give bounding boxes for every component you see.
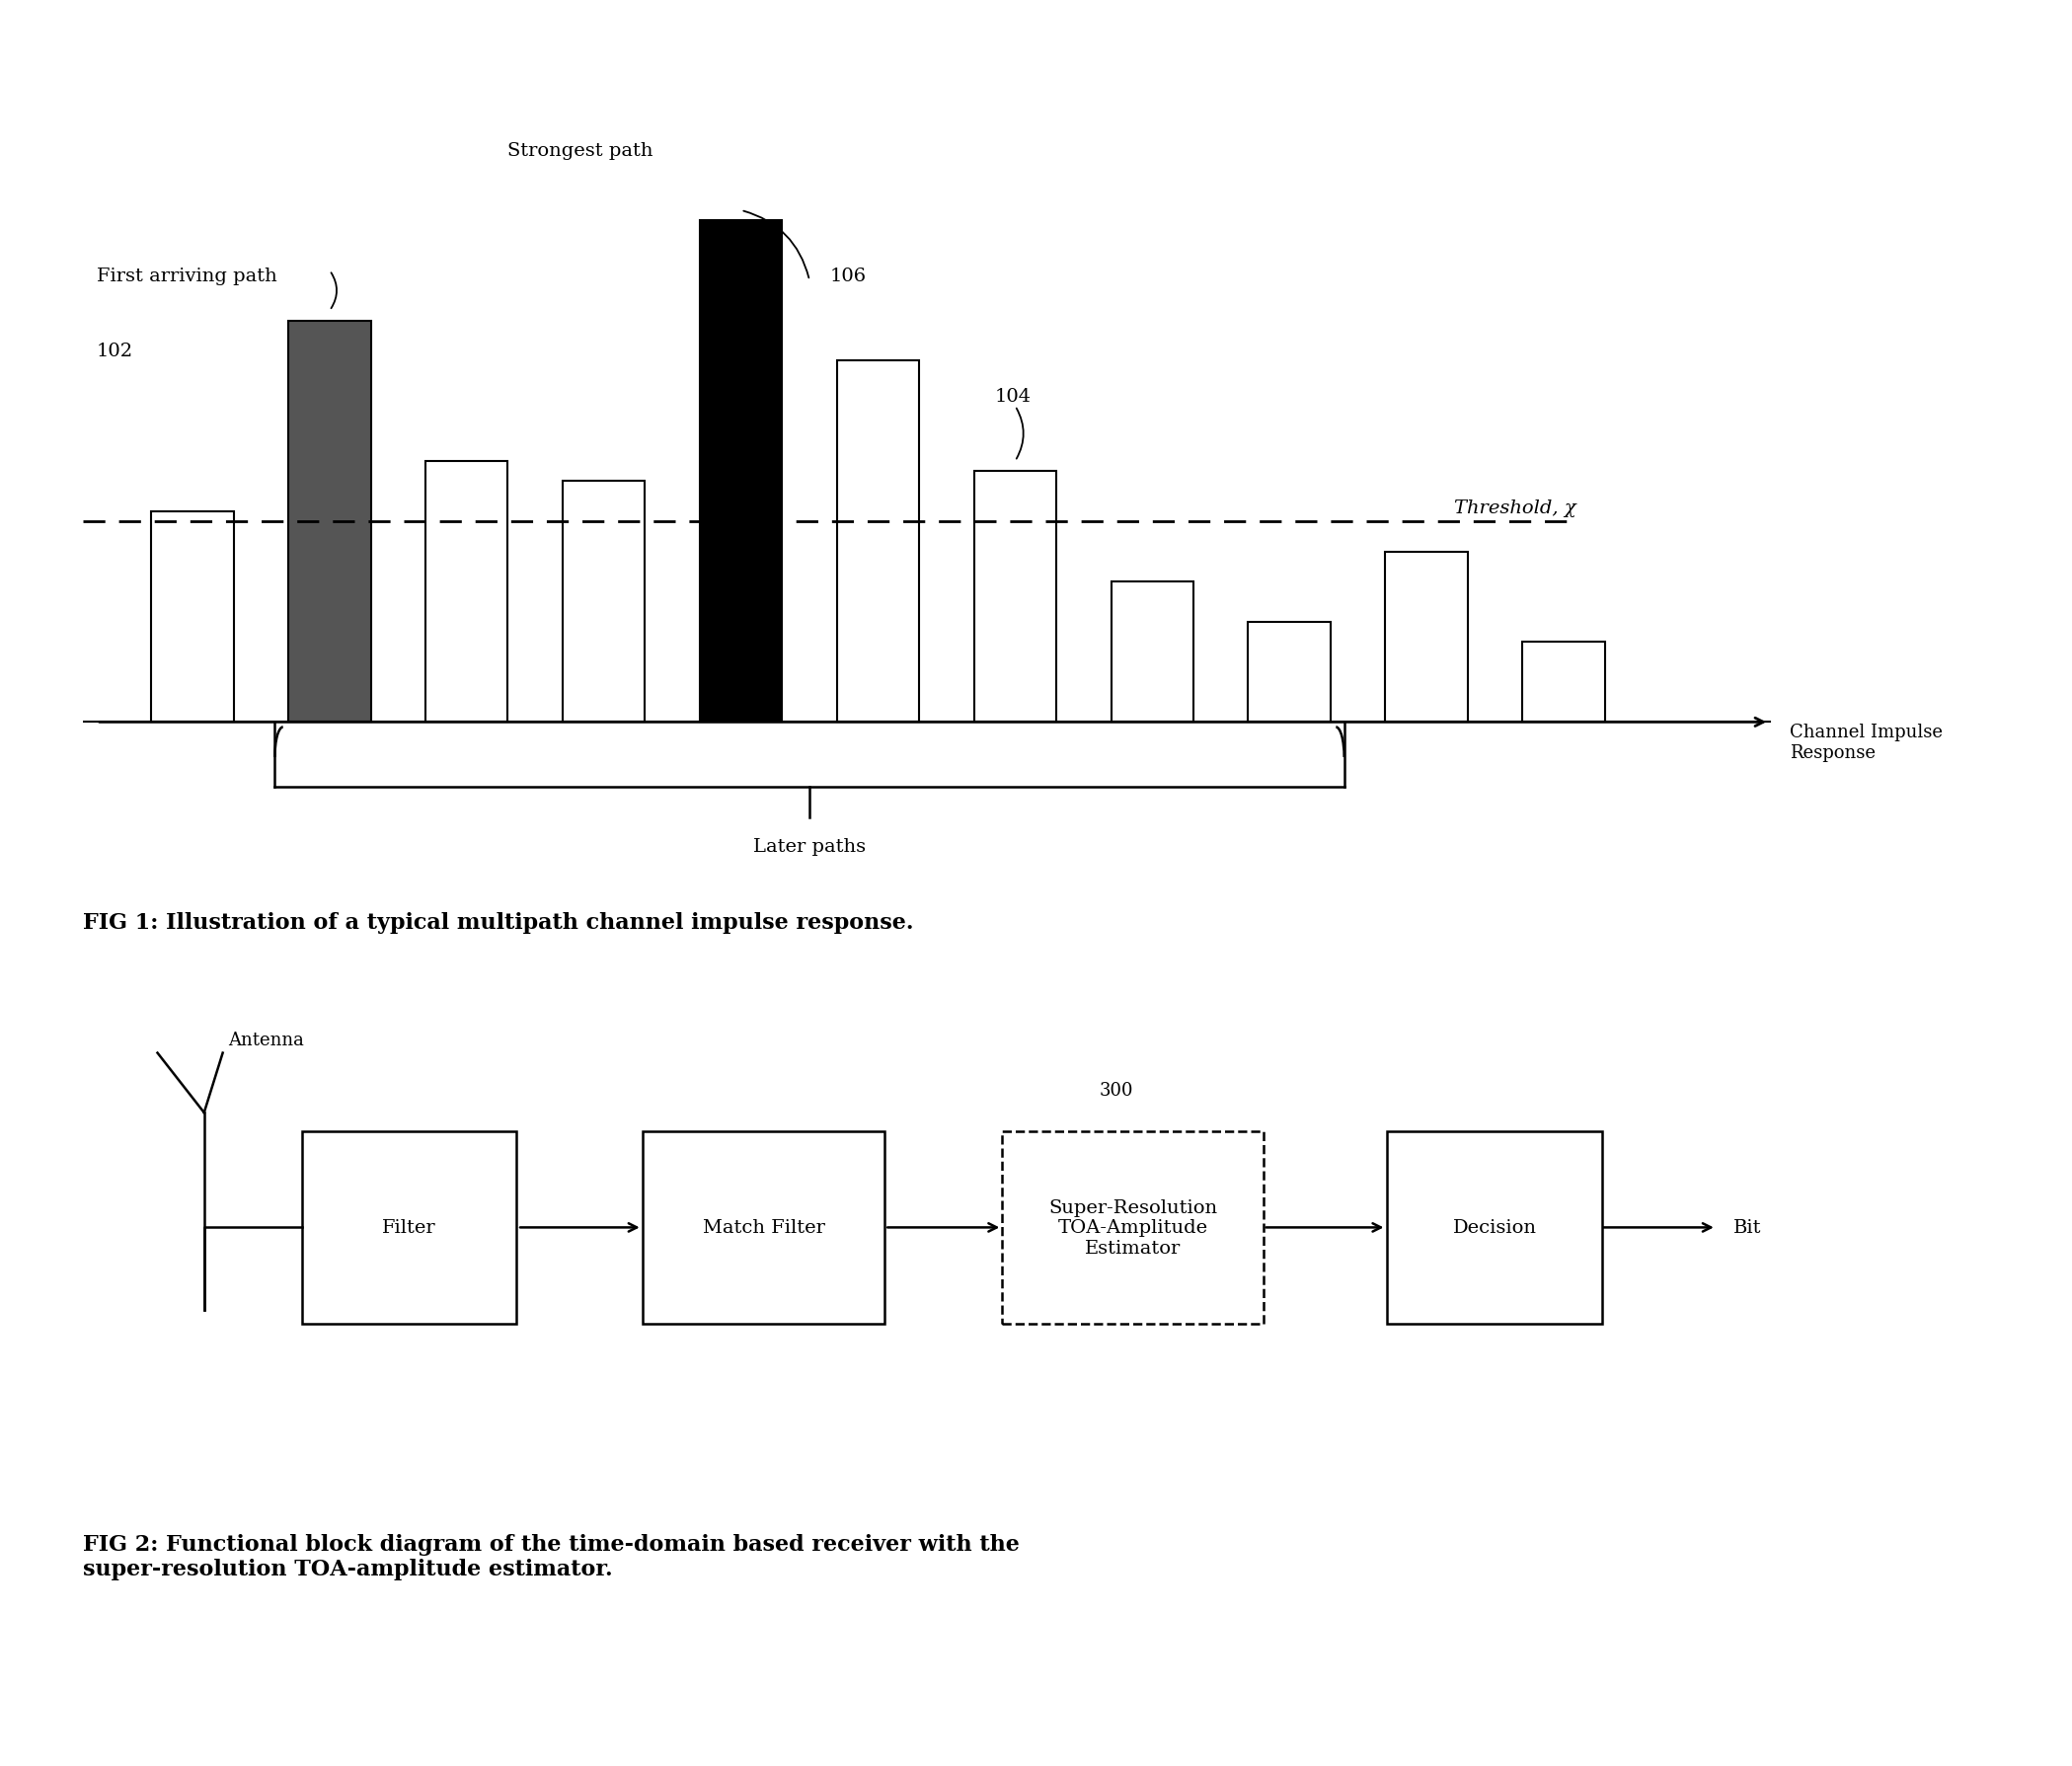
FancyBboxPatch shape [1003, 1132, 1264, 1324]
Text: FIG 1: Illustration of a typical multipath channel impulse response.: FIG 1: Illustration of a typical multipa… [83, 911, 914, 934]
Text: Threshold, χ: Threshold, χ [1455, 500, 1577, 517]
FancyBboxPatch shape [303, 1132, 516, 1324]
Text: 106: 106 [831, 267, 866, 284]
Bar [425, 461, 508, 722]
Text: Bit: Bit [1732, 1219, 1761, 1236]
Bar [564, 482, 644, 722]
Bar [837, 362, 920, 722]
Text: Strongest path: Strongest path [508, 141, 653, 161]
Text: Channel Impulse
Response: Channel Impulse Response [1790, 724, 1944, 761]
Bar [1386, 553, 1467, 722]
Text: Match Filter: Match Filter [702, 1219, 825, 1236]
Text: Super-Resolution
TOA-Amplitude
Estimator: Super-Resolution TOA-Amplitude Estimator [1048, 1199, 1216, 1257]
Text: Antenna: Antenna [228, 1031, 305, 1049]
Bar [151, 512, 234, 722]
Text: Later paths: Later paths [752, 837, 866, 857]
Text: 102: 102 [97, 343, 133, 360]
Text: FIG 2: Functional block diagram of the time-domain based receiver with the
super: FIG 2: Functional block diagram of the t… [83, 1533, 1019, 1579]
Text: Filter: Filter [381, 1219, 437, 1236]
Bar [700, 221, 781, 722]
Bar [1523, 643, 1604, 722]
Text: 104: 104 [995, 389, 1032, 406]
Bar [288, 321, 371, 722]
Bar [974, 472, 1057, 722]
Text: Decision: Decision [1452, 1219, 1537, 1236]
Bar [1247, 622, 1330, 722]
FancyBboxPatch shape [1388, 1132, 1602, 1324]
Text: First arriving path: First arriving path [97, 267, 278, 284]
Text: 300: 300 [1098, 1081, 1133, 1098]
Bar [1111, 583, 1193, 722]
FancyBboxPatch shape [642, 1132, 885, 1324]
